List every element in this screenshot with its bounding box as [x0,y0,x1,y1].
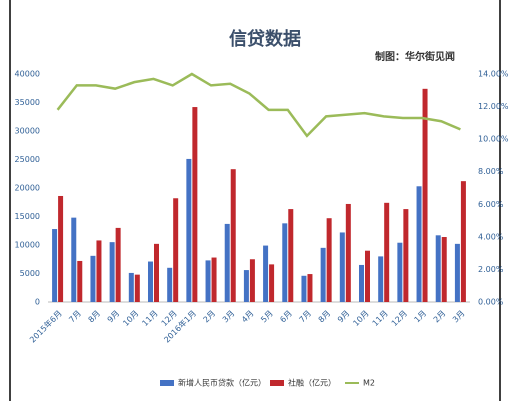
bar [441,237,447,302]
bar [365,250,370,302]
y-tick-label: 25000 [15,155,40,164]
y-tick-label: 20000 [15,184,40,193]
bar [416,186,422,302]
chart-title: 信贷数据 [229,28,301,50]
y-tick-label: 35000 [15,98,40,107]
y2-tick-label: 4.00% [478,232,504,241]
bar [58,195,64,302]
bar [288,209,294,302]
bar [148,261,153,302]
bar [134,274,140,302]
bar [263,245,269,302]
y2-tick-label: 8.00% [478,167,504,176]
bar [167,267,173,302]
bar [269,264,275,302]
bar [154,243,159,302]
bar [403,209,409,302]
y-tick-label: 0 [35,298,40,307]
bar [230,169,236,302]
bar [243,270,249,302]
bar [109,242,115,302]
bar [128,272,134,302]
y2-tick-label: 10.00% [478,135,509,144]
bar [397,242,403,302]
bar [339,232,345,302]
bar [384,202,390,302]
bar [224,223,230,302]
legend-swatch [160,380,174,386]
bar [115,227,121,302]
y2-tick-label: 14.00% [478,70,509,79]
bar [359,264,364,302]
legend-label: 社融（亿元） [288,378,336,388]
bar [320,247,326,302]
bar [90,255,96,302]
y-tick-label: 5000 [20,269,40,278]
bar [249,259,255,302]
bar [186,158,192,302]
y2-tick-label: 6.00% [478,200,504,209]
y2-tick-label: 12.00% [478,102,509,111]
bar [205,260,211,302]
legend-label: M2 [363,379,375,388]
bar [326,218,332,302]
bar [52,229,58,302]
bar [173,198,179,302]
bar [422,88,428,302]
legend-swatch [270,380,284,386]
bar [301,275,307,302]
legend-label: 新增人民币贷款（亿元） [178,378,266,388]
bar [307,274,313,302]
bar [460,181,466,302]
bar [71,217,77,302]
bar [345,203,351,302]
bar [96,240,102,302]
bar [77,260,83,302]
y2-tick-label: 0.00% [478,298,504,307]
y-tick-label: 40000 [15,70,40,79]
bar [211,257,217,302]
bar [435,235,441,302]
annotation: 制图：华尔街见闻 [375,50,455,63]
bar [192,107,198,302]
bar [378,256,384,302]
y-tick-label: 15000 [15,212,40,221]
line [56,72,461,138]
bar [454,243,460,302]
bar [282,223,288,302]
y-tick-label: 30000 [15,127,40,136]
y2-tick-label: 2.00% [478,265,504,274]
y-tick-label: 10000 [15,241,40,250]
